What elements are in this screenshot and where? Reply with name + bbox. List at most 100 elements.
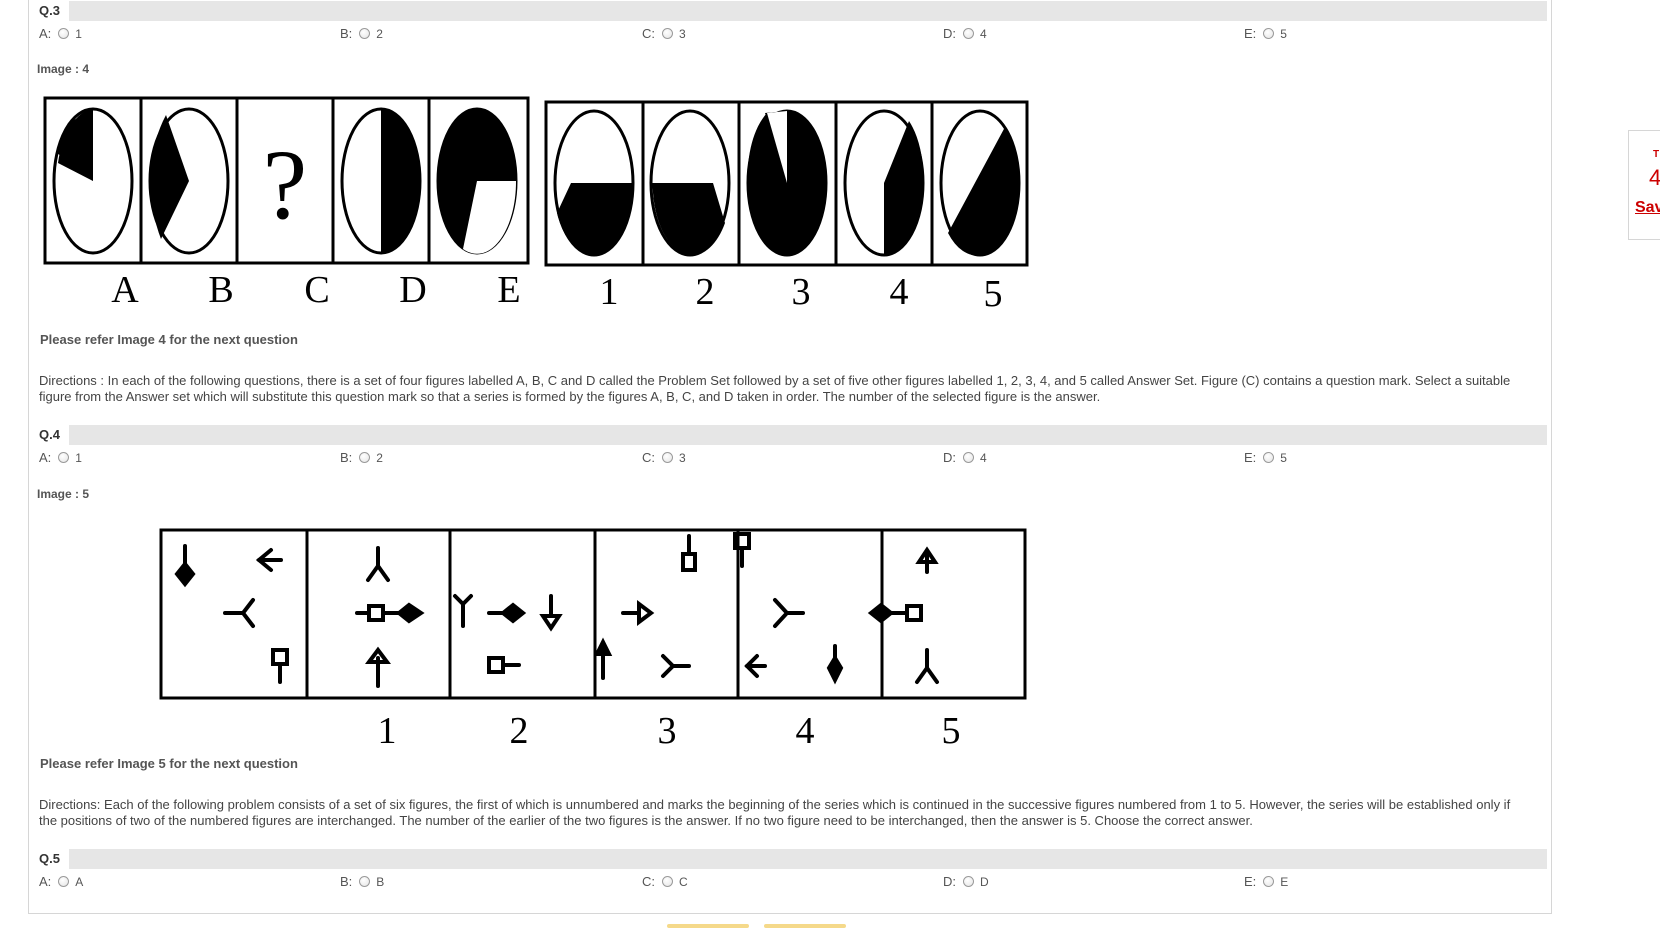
figure-label: A: [111, 269, 139, 311]
option-label: E:: [1244, 874, 1257, 889]
radio-button[interactable]: [1263, 876, 1275, 887]
option-label: D:: [943, 874, 956, 889]
radio-button[interactable]: [58, 28, 70, 39]
options-q5: A: A B: B C: C D: D E: E: [39, 874, 1547, 892]
option-d[interactable]: D: 4: [943, 450, 987, 465]
option-label: A:: [39, 26, 52, 41]
option-d[interactable]: D: 4: [943, 26, 987, 41]
next-button[interactable]: [764, 924, 846, 928]
option-label: C:: [642, 874, 655, 889]
image-4-figure: ?: [43, 96, 1029, 315]
symbol-group: [733, 532, 844, 685]
options-q4: A: 1 B: 2 C: 3 D: 4 E: 5: [39, 450, 1547, 468]
option-value: 5: [1280, 26, 1287, 41]
radio-button[interactable]: [359, 876, 371, 887]
circle-figure-a: [52, 107, 134, 255]
option-a[interactable]: A: A: [39, 874, 83, 889]
circle-answer-5: [939, 109, 1021, 257]
figure-label: B: [208, 269, 233, 311]
option-value: 1: [75, 450, 82, 465]
option-label: D:: [943, 450, 956, 465]
symbol-group: [867, 546, 939, 684]
radio-button[interactable]: [359, 28, 371, 39]
question-panel: Q.3 A: 1 B: 2 C: 3 D: 4 E: 5 Image : 4: [28, 0, 1552, 914]
option-value: 3: [679, 450, 686, 465]
radio-button[interactable]: [662, 876, 673, 887]
radio-button[interactable]: [963, 452, 974, 463]
save-link[interactable]: Sav: [1635, 199, 1660, 216]
radio-button[interactable]: [662, 452, 673, 463]
question-header-q3: Q.3: [39, 1, 1547, 21]
option-d[interactable]: D: D: [943, 874, 989, 889]
option-label: B:: [340, 874, 353, 889]
option-e[interactable]: E: 5: [1244, 26, 1287, 41]
answer-label: 5: [984, 273, 1003, 315]
option-value: 2: [376, 26, 383, 41]
option-label: B:: [340, 26, 353, 41]
problem-set-frame: [43, 96, 530, 265]
circle-answer-3: [746, 109, 828, 257]
directions-text: Directions: Each of the following proble…: [39, 797, 1511, 828]
option-value: A: [75, 874, 84, 889]
option-label: B:: [340, 450, 353, 465]
question-number: Q.4: [39, 427, 60, 442]
radio-button[interactable]: [58, 452, 70, 463]
question-number: Q.5: [39, 851, 60, 866]
option-value: 5: [1280, 450, 1287, 465]
option-value: 4: [980, 26, 987, 41]
figure-label: 5: [942, 710, 961, 752]
figure-label: D: [399, 269, 426, 311]
image-label: Image : 5: [37, 487, 90, 501]
option-e[interactable]: E: 5: [1244, 450, 1287, 465]
option-label: A:: [39, 874, 52, 889]
option-c[interactable]: C: C: [642, 874, 688, 889]
radio-button[interactable]: [963, 28, 974, 39]
previous-button[interactable]: [667, 924, 749, 928]
question-bar: [69, 425, 1547, 445]
option-label: C:: [642, 450, 655, 465]
directions-text: Directions : In each of the following qu…: [39, 373, 1511, 404]
radio-button[interactable]: [1263, 452, 1275, 463]
option-a[interactable]: A: 1: [39, 26, 82, 41]
figure-label: E: [497, 269, 520, 311]
circle-figure-d: [340, 107, 422, 255]
option-b[interactable]: B: 2: [340, 26, 383, 41]
figure-label: 2: [510, 710, 529, 752]
circle-figure-b: [148, 107, 230, 255]
option-c[interactable]: C: 3: [642, 450, 686, 465]
figure-label: 3: [658, 710, 677, 752]
answer-label: 4: [890, 271, 909, 313]
option-a[interactable]: A: 1: [39, 450, 82, 465]
symbol-group: [355, 546, 425, 688]
option-c[interactable]: C: 3: [642, 26, 686, 41]
option-value: D: [980, 874, 989, 889]
radio-button[interactable]: [662, 28, 673, 39]
option-value: 1: [75, 26, 82, 41]
refer-text: Please refer Image 5 for the next questi…: [40, 756, 298, 771]
question-bar: [69, 849, 1547, 869]
option-label: D:: [943, 26, 956, 41]
option-e[interactable]: E: E: [1244, 874, 1288, 889]
option-label: E:: [1244, 26, 1257, 41]
question-number: Q.3: [39, 3, 60, 18]
option-label: E:: [1244, 450, 1257, 465]
circle-figure-e: [436, 107, 518, 255]
circle-answer-1: [553, 109, 635, 257]
question-mark: ?: [263, 129, 307, 240]
answer-set-frame: [544, 100, 1029, 267]
radio-button[interactable]: [58, 876, 70, 887]
option-b[interactable]: B: 2: [340, 450, 383, 465]
option-b[interactable]: B: B: [340, 874, 384, 889]
option-value: E: [1280, 874, 1289, 889]
radio-button[interactable]: [963, 876, 974, 887]
option-label: A:: [39, 450, 52, 465]
circle-answer-4: [843, 109, 925, 257]
image-5-figure: 1 2 3 4 5: [159, 528, 1027, 752]
symbol-group: [453, 594, 563, 674]
options-q3: A: 1 B: 2 C: 3 D: 4 E: 5: [39, 26, 1547, 44]
timer-number: 4: [1649, 165, 1660, 190]
radio-button[interactable]: [1263, 28, 1275, 39]
radio-button[interactable]: [359, 452, 371, 463]
image-label: Image : 4: [37, 62, 90, 76]
question-header-q4: Q.4: [39, 425, 1547, 445]
